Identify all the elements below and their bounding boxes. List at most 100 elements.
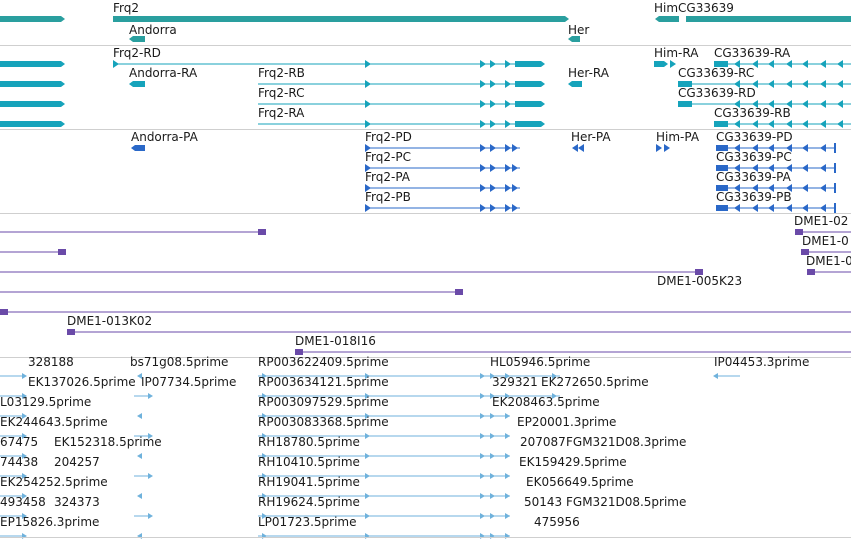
strand-arrow	[490, 533, 495, 539]
protein-row	[131, 144, 670, 152]
strand-arrow	[820, 204, 826, 212]
feature-bar	[716, 205, 728, 211]
clone-end-block	[295, 349, 303, 355]
est-row	[0, 453, 510, 459]
feature-bar	[0, 81, 65, 87]
strand-arrow	[512, 144, 518, 152]
strand-arrow	[505, 493, 510, 499]
strand-arrow	[820, 100, 826, 108]
strand-arrow	[490, 100, 496, 108]
strand-arrow	[505, 513, 510, 519]
strand-arrow	[262, 433, 267, 439]
strand-arrow	[490, 60, 496, 68]
clone-end-block	[801, 249, 809, 255]
strand-arrow	[480, 493, 485, 499]
gene-row	[0, 16, 851, 22]
protein-row	[365, 204, 520, 212]
strand-arrow	[365, 144, 371, 152]
strand-arrow	[786, 80, 792, 88]
strand-arrow	[22, 413, 27, 419]
feature-bar	[515, 121, 545, 127]
strand-arrow	[505, 413, 510, 419]
strand-arrow	[802, 164, 808, 172]
strand-arrow	[365, 533, 370, 539]
strand-arrow	[137, 413, 142, 419]
clone-row	[0, 309, 851, 315]
strand-arrow	[148, 473, 153, 479]
strand-arrow	[22, 393, 27, 399]
strand-arrow	[262, 373, 267, 379]
est-row	[0, 493, 510, 499]
clone-row	[0, 269, 703, 275]
strand-arrow	[262, 413, 267, 419]
strand-arrow	[734, 80, 740, 88]
clone-row	[795, 229, 851, 235]
strand-arrow	[820, 60, 826, 68]
strand-arrow	[480, 60, 486, 68]
strand-arrow	[505, 453, 510, 459]
feature-bar	[568, 36, 580, 42]
clone-row	[295, 349, 851, 355]
feature-bar	[678, 101, 692, 107]
strand-arrow	[512, 164, 518, 172]
strand-arrow	[768, 100, 774, 108]
strand-arrow	[552, 393, 557, 399]
strand-arrow	[802, 204, 808, 212]
transcript-row	[678, 80, 851, 88]
feature-bar	[716, 165, 728, 171]
strand-arrow	[786, 184, 792, 192]
strand-arrow	[768, 80, 774, 88]
strand-arrow	[505, 60, 511, 68]
strand-arrow	[365, 413, 370, 419]
strand-arrow	[262, 533, 267, 539]
strand-arrow	[113, 60, 119, 68]
strand-arrow	[752, 60, 758, 68]
clone-end-block	[0, 309, 8, 315]
strand-arrow	[22, 513, 27, 519]
strand-arrow	[802, 120, 808, 128]
strand-arrow	[786, 144, 792, 152]
strand-arrow	[752, 100, 758, 108]
feature-bar	[686, 16, 851, 22]
strand-arrow	[490, 80, 496, 88]
strand-arrow	[490, 184, 496, 192]
strand-arrow	[490, 453, 495, 459]
strand-arrow	[752, 164, 758, 172]
strand-arrow	[802, 80, 808, 88]
strand-arrow	[664, 144, 670, 152]
protein-row	[716, 183, 836, 193]
transcript-row	[714, 120, 851, 128]
strand-arrow	[480, 473, 485, 479]
strand-arrow	[768, 60, 774, 68]
transcript-row	[258, 100, 545, 108]
strand-arrow	[365, 204, 371, 212]
protein-row	[365, 164, 520, 172]
strand-arrow	[22, 373, 27, 379]
feature-bar	[129, 81, 145, 87]
protein-row	[365, 144, 520, 152]
feature-bar	[714, 61, 728, 67]
strand-arrow	[22, 433, 27, 439]
strand-arrow	[768, 144, 774, 152]
clone-row	[67, 329, 851, 335]
strand-arrow	[365, 100, 371, 108]
strand-arrow	[365, 513, 370, 519]
clone-end-block	[58, 249, 66, 255]
strand-arrow	[490, 120, 496, 128]
strand-arrow	[656, 144, 662, 152]
feature-bar	[714, 121, 728, 127]
strand-arrow	[262, 513, 267, 519]
clone-end-block	[807, 269, 815, 275]
strand-arrow	[820, 80, 826, 88]
strand-arrow	[768, 120, 774, 128]
protein-row	[365, 184, 520, 192]
est-row	[0, 393, 560, 399]
est-row	[0, 373, 740, 379]
strand-arrow	[137, 373, 142, 379]
clone-row	[801, 249, 851, 255]
feature-bar	[0, 61, 65, 67]
strand-arrow	[752, 184, 758, 192]
strand-arrow	[578, 144, 584, 152]
strand-arrow	[734, 184, 740, 192]
